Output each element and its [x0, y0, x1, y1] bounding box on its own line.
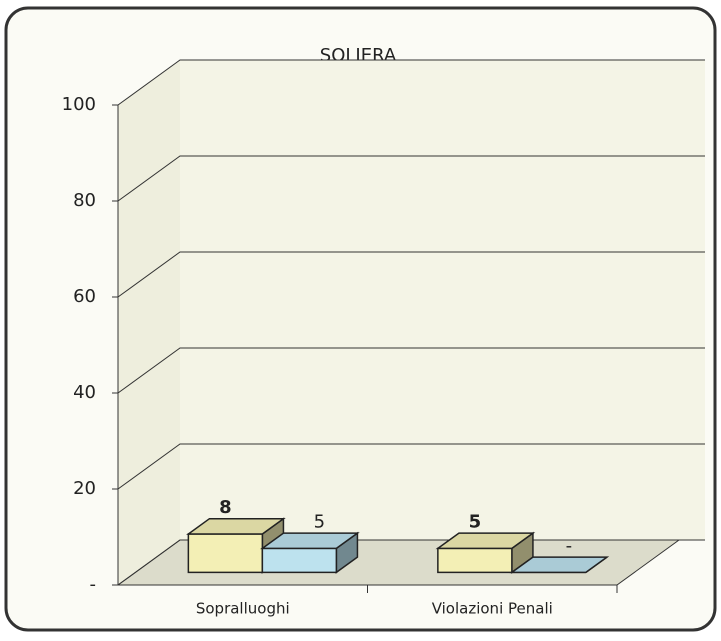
grid-line [117, 59, 705, 106]
y-tick-label: 60 [73, 286, 96, 307]
bar-top [186, 517, 286, 535]
bar-front [187, 533, 264, 574]
data-label: 5 [469, 511, 482, 532]
y-tick-label: 100 [62, 94, 96, 115]
grid-line [117, 443, 705, 490]
bar-top [509, 556, 610, 574]
bar-front [261, 547, 338, 574]
side-wall [118, 60, 180, 585]
y-tick-label: - [90, 574, 97, 595]
x-tick-label: Sopralluoghi [196, 600, 290, 618]
y-tick-label: 20 [73, 478, 96, 499]
plot: - 20 40 60 80 100 Sopralluoghi Violazioni Penal… [62, 59, 705, 618]
x-tick-label: Violazioni Penali [432, 600, 553, 618]
bar-front [437, 547, 513, 574]
y-tick-label: 40 [73, 382, 96, 403]
bar-top [260, 532, 360, 550]
data-label: 5 [314, 511, 325, 532]
data-label: - [566, 535, 573, 556]
back-wall [180, 60, 705, 540]
y-tick-label: 80 [73, 190, 96, 211]
bar-top [435, 532, 536, 550]
data-label: 8 [219, 497, 232, 518]
grid-line [117, 347, 705, 394]
grid-line [117, 155, 705, 202]
grid-line [117, 251, 705, 298]
